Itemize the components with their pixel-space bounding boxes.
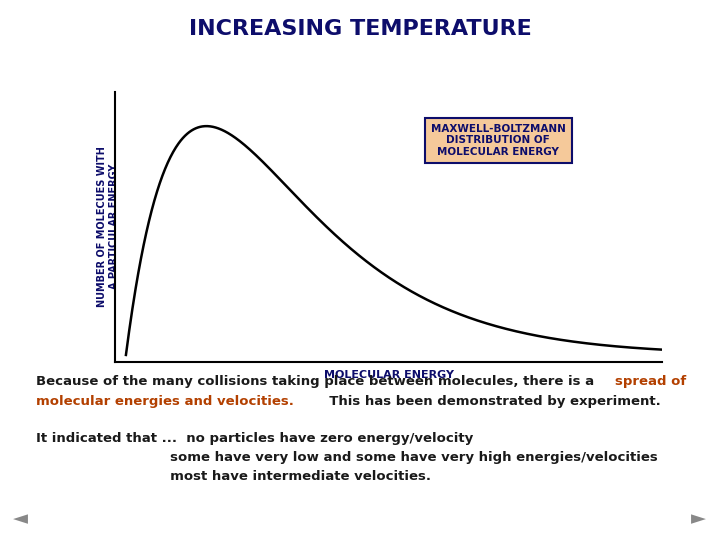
Text: Because of the many collisions taking place between molecules, there is a: Because of the many collisions taking pl… — [36, 375, 599, 388]
Text: molecular energies and velocities.: molecular energies and velocities. — [36, 395, 294, 408]
X-axis label: MOLECULAR ENERGY: MOLECULAR ENERGY — [324, 370, 454, 380]
Text: spread of: spread of — [615, 375, 686, 388]
Text: ►: ► — [690, 509, 706, 528]
Text: This has been demonstrated by experiment.: This has been demonstrated by experiment… — [320, 395, 661, 408]
Text: INCREASING TEMPERATURE: INCREASING TEMPERATURE — [189, 19, 531, 39]
Text: most have intermediate velocities.: most have intermediate velocities. — [36, 470, 431, 483]
Y-axis label: NUMBER OF MOLECUES WITH
A PARTICULAR ENERGY: NUMBER OF MOLECUES WITH A PARTICULAR ENE… — [97, 146, 119, 307]
Text: ◄: ◄ — [13, 509, 28, 528]
Text: MAXWELL-BOLTZMANN
DISTRIBUTION OF
MOLECULAR ENERGY: MAXWELL-BOLTZMANN DISTRIBUTION OF MOLECU… — [431, 124, 566, 157]
Text: It indicated that ...  no particles have zero energy/velocity: It indicated that ... no particles have … — [36, 432, 473, 445]
Text: some have very low and some have very high energies/velocities: some have very low and some have very hi… — [36, 451, 658, 464]
